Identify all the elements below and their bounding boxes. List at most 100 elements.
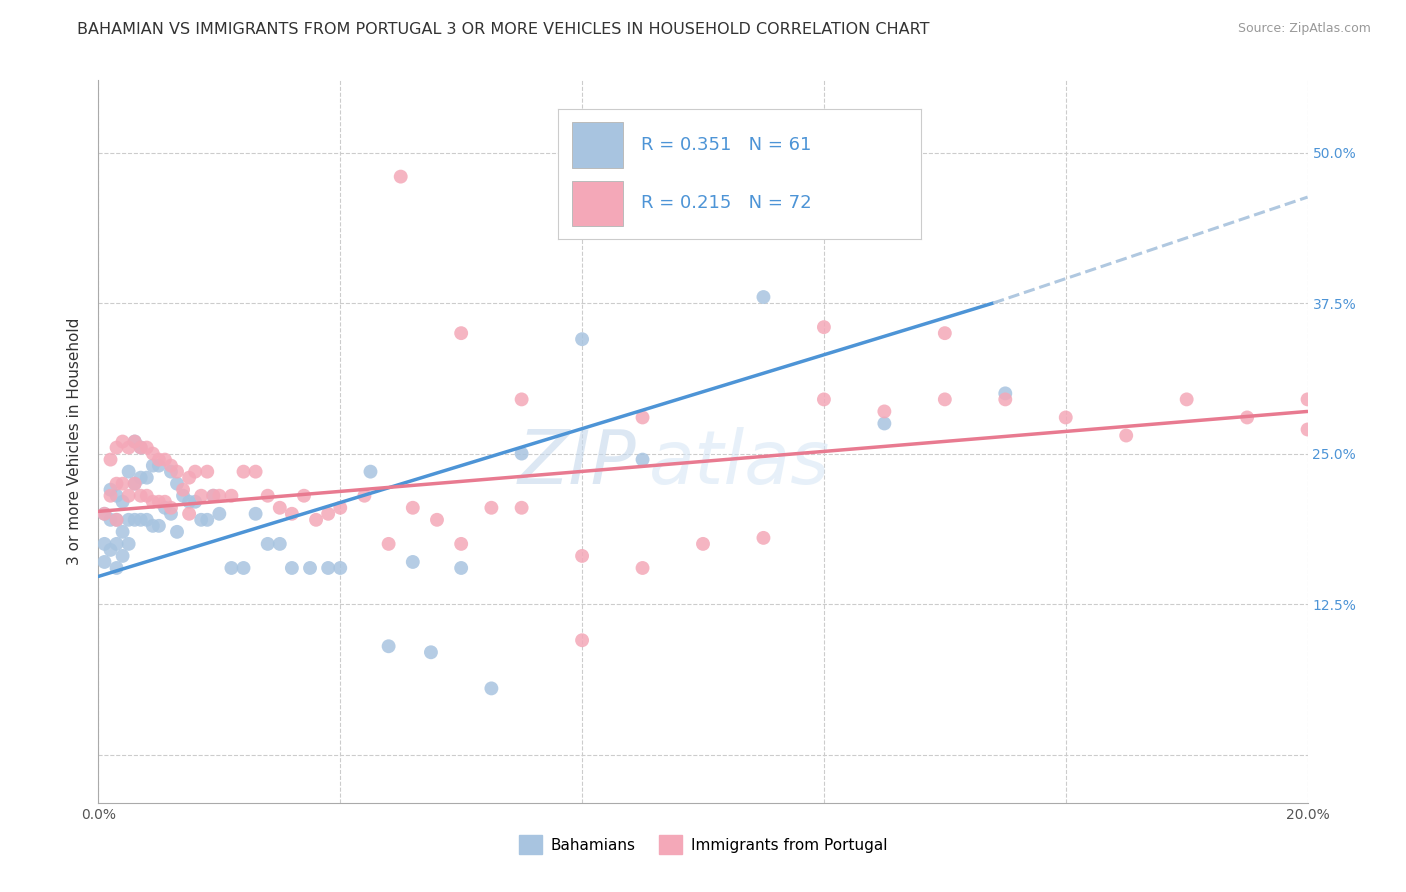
Point xyxy=(426,513,449,527)
Point xyxy=(221,561,243,575)
Point xyxy=(813,392,835,407)
Point xyxy=(105,561,128,575)
Point xyxy=(873,404,896,418)
Point xyxy=(148,494,170,508)
Point xyxy=(179,471,201,485)
Point xyxy=(172,489,194,503)
Point xyxy=(510,446,533,460)
Point xyxy=(179,507,201,521)
Point xyxy=(353,489,375,503)
Point xyxy=(93,537,115,551)
Point xyxy=(450,561,472,575)
Point xyxy=(93,507,115,521)
Point xyxy=(377,537,399,551)
Y-axis label: 3 or more Vehicles in Household: 3 or more Vehicles in Household xyxy=(67,318,83,566)
Point xyxy=(245,507,267,521)
Point xyxy=(389,169,412,184)
Point xyxy=(135,471,157,485)
Point xyxy=(631,561,654,575)
Point xyxy=(377,639,399,653)
Point xyxy=(142,494,165,508)
Point xyxy=(281,507,304,521)
Point xyxy=(571,633,593,648)
Point xyxy=(166,476,188,491)
Point xyxy=(160,507,183,521)
Point xyxy=(510,500,533,515)
Point xyxy=(571,549,593,563)
Point xyxy=(148,519,170,533)
Point xyxy=(124,476,146,491)
Point xyxy=(316,561,339,575)
Point xyxy=(450,326,472,341)
Point xyxy=(190,489,212,503)
Point xyxy=(118,537,141,551)
Point xyxy=(934,326,956,341)
Point xyxy=(402,555,425,569)
Point xyxy=(129,489,152,503)
Legend: Bahamians, Immigrants from Portugal: Bahamians, Immigrants from Portugal xyxy=(513,830,893,860)
Point xyxy=(631,452,654,467)
Point xyxy=(129,471,152,485)
Point xyxy=(124,434,146,449)
Point xyxy=(256,537,278,551)
Point xyxy=(100,542,122,557)
Point xyxy=(1054,410,1077,425)
Point xyxy=(179,494,201,508)
Point xyxy=(420,645,443,659)
Point xyxy=(148,458,170,473)
Point xyxy=(752,290,775,304)
Point xyxy=(402,500,425,515)
Point xyxy=(232,465,254,479)
Text: atlas: atlas xyxy=(648,427,830,500)
Point xyxy=(994,386,1017,401)
Point xyxy=(118,441,141,455)
Point xyxy=(142,519,165,533)
Point xyxy=(105,476,128,491)
Point xyxy=(129,441,152,455)
Point xyxy=(105,513,128,527)
Point xyxy=(221,489,243,503)
Point xyxy=(316,507,339,521)
Point xyxy=(1296,423,1319,437)
Point xyxy=(202,489,225,503)
Point xyxy=(208,489,231,503)
Point xyxy=(692,537,714,551)
Point xyxy=(292,489,315,503)
Point xyxy=(631,410,654,425)
Point xyxy=(329,561,352,575)
Point xyxy=(105,537,128,551)
Point xyxy=(135,513,157,527)
Point xyxy=(153,500,176,515)
Point xyxy=(105,441,128,455)
Point xyxy=(481,681,503,696)
Point xyxy=(93,507,115,521)
Point xyxy=(269,537,291,551)
Point xyxy=(1115,428,1137,442)
Point xyxy=(111,434,134,449)
Point xyxy=(153,452,176,467)
Point xyxy=(873,417,896,431)
Point xyxy=(245,465,267,479)
Point xyxy=(135,489,157,503)
Point xyxy=(166,465,188,479)
Point xyxy=(360,465,382,479)
Point xyxy=(118,465,141,479)
Point xyxy=(111,524,134,539)
Point xyxy=(1175,392,1198,407)
Point xyxy=(129,441,152,455)
Point xyxy=(1296,392,1319,407)
Point xyxy=(105,513,128,527)
Point xyxy=(256,489,278,503)
Point xyxy=(135,441,157,455)
Point xyxy=(281,561,304,575)
Point xyxy=(692,169,714,184)
Point xyxy=(195,513,218,527)
Point xyxy=(142,458,165,473)
Point xyxy=(111,494,134,508)
Point xyxy=(813,320,835,334)
Point xyxy=(160,500,183,515)
Point xyxy=(450,537,472,551)
Point xyxy=(1236,410,1258,425)
Point xyxy=(160,465,183,479)
Point xyxy=(142,446,165,460)
